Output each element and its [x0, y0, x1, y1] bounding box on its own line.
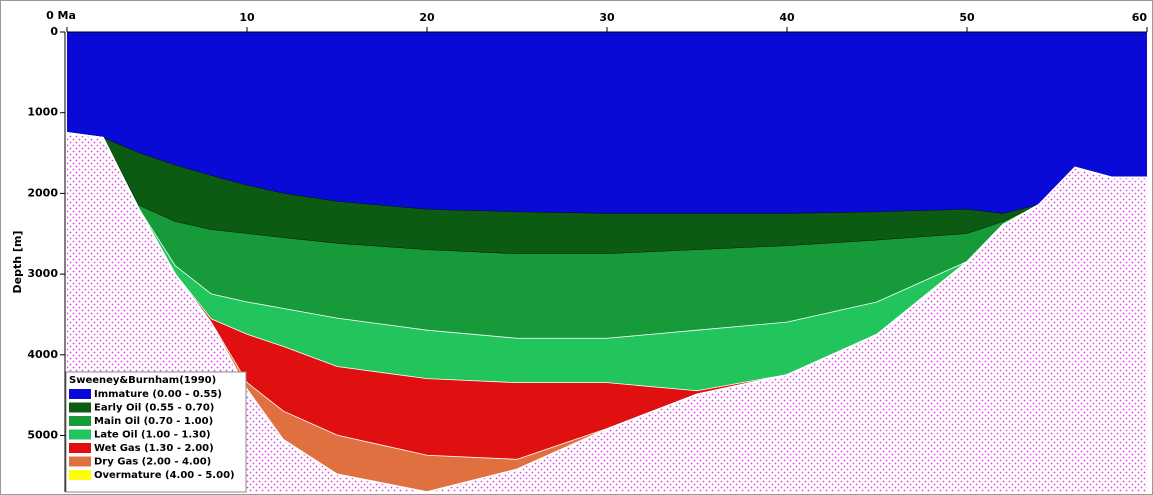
legend-swatch — [69, 456, 91, 467]
x-tick-label: 40 — [779, 11, 795, 24]
legend-label: Late Oil (1.00 - 1.30) — [94, 430, 211, 441]
x-tick-label: 20 — [419, 11, 435, 24]
legend-swatch — [69, 429, 91, 440]
x-tick-label: 10 — [239, 11, 255, 24]
zone-fill — [67, 132, 1147, 339]
y-axis-label: Depth [m] — [11, 231, 24, 294]
legend-title: Sweeney&Burnham(1990) — [69, 375, 216, 386]
y-tick-label: 1000 — [27, 106, 58, 119]
x-tick-label: 30 — [599, 11, 615, 24]
legend-label: Main Oil (0.70 - 1.00) — [94, 416, 213, 427]
legend-label: Immature (0.00 - 0.55) — [94, 389, 222, 400]
legend-box — [65, 371, 247, 493]
legend-swatch — [69, 470, 91, 480]
x-tick-label: 50 — [959, 11, 975, 24]
zone-fill — [67, 132, 1147, 254]
legend-swatch — [69, 443, 91, 453]
legend-label: Early Oil (0.55 - 0.70) — [94, 403, 214, 414]
x-tick-label: 60 — [1132, 11, 1148, 24]
zone-fill — [67, 132, 1147, 460]
y-tick-label: 5000 — [27, 429, 58, 442]
zone-boundary — [66, 132, 1147, 493]
legend-label: Wet Gas (1.30 - 2.00) — [94, 443, 214, 454]
x-tick-label: 0 Ma — [46, 9, 76, 22]
zone-fill — [67, 132, 1147, 392]
y-tick-label: 3000 — [27, 267, 58, 280]
legend-label: Overmature (4.00 - 5.00) — [94, 470, 235, 481]
y-tick-label: 0 — [50, 25, 58, 38]
zone-fill — [67, 32, 1147, 214]
y-tick-label: 4000 — [27, 348, 58, 361]
legend-swatch — [69, 416, 91, 426]
legend-swatch — [69, 402, 91, 413]
y-tick-label: 2000 — [27, 186, 58, 199]
legend-label: Dry Gas (2.00 - 4.00) — [94, 457, 211, 468]
legend-swatch — [69, 389, 91, 399]
